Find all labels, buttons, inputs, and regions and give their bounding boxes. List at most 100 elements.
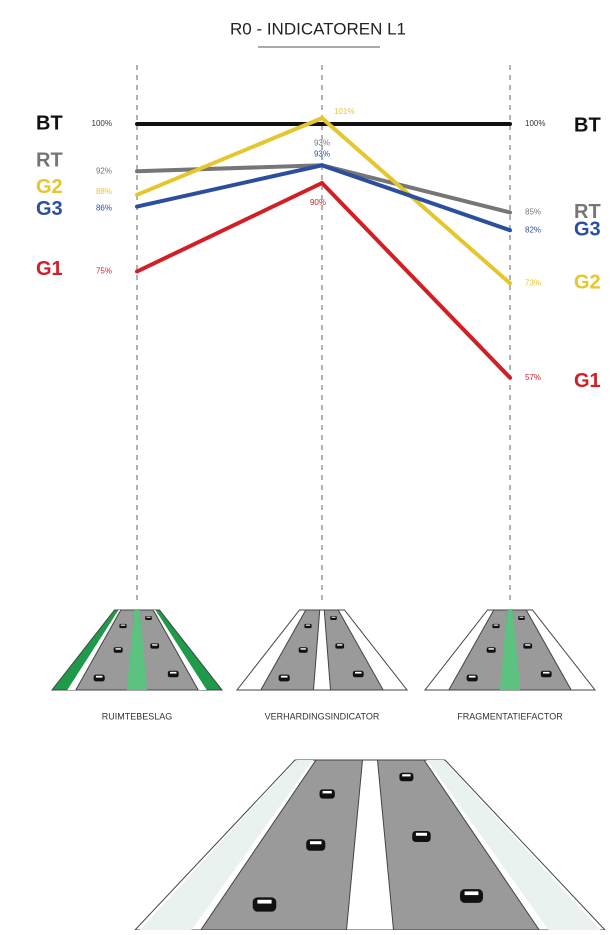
road-part [427, 760, 601, 930]
car-window [170, 671, 177, 674]
car-window [115, 648, 121, 650]
series-name-right: G3 [574, 218, 601, 240]
value-label: 73% [525, 278, 541, 287]
car [460, 889, 483, 903]
car [319, 789, 335, 799]
road-part [259, 609, 321, 691]
road-part [235, 609, 409, 691]
value-label: 90% [310, 198, 326, 207]
car [352, 670, 364, 678]
value-label: 100% [92, 119, 112, 128]
car [540, 670, 552, 678]
road-part [139, 760, 313, 930]
car [492, 623, 500, 629]
series-name-left: RT [36, 149, 63, 171]
car-window [464, 891, 479, 896]
series-name-left: G3 [36, 198, 63, 220]
car-window [331, 616, 336, 618]
value-label: 86% [96, 204, 112, 213]
car [93, 674, 105, 682]
car [412, 830, 431, 843]
car [119, 623, 127, 629]
value-label: 75% [96, 267, 112, 276]
road-illustration [235, 609, 409, 691]
car [523, 643, 533, 649]
car [304, 623, 312, 629]
x-tick-label: VERHARDINGSINDICATOR [265, 711, 380, 721]
data-point [320, 122, 324, 126]
data-point [135, 122, 139, 126]
road-part [499, 610, 521, 690]
car [330, 616, 337, 620]
x-tick-label: FRAGMENTATIEFACTOR [457, 711, 563, 721]
car [278, 674, 290, 682]
road-illustration [423, 609, 597, 691]
data-point [508, 122, 512, 126]
data-point [135, 204, 139, 209]
car-window [488, 648, 494, 650]
car [518, 616, 525, 620]
car-window [146, 616, 151, 618]
value-label: 82% [525, 225, 541, 234]
data-point [320, 163, 324, 168]
data-point [135, 169, 139, 174]
value-label: 93% [314, 138, 330, 147]
road-illustration [133, 759, 607, 931]
data-point [508, 375, 512, 380]
road-illustration [50, 609, 224, 691]
series-name-left: G2 [36, 176, 63, 198]
car [252, 897, 277, 912]
value-label: 88% [96, 187, 112, 196]
data-point [508, 210, 512, 215]
series-name-right: G1 [574, 370, 601, 392]
series-name-left: G1 [36, 258, 63, 280]
car [399, 772, 414, 782]
value-label: 100% [525, 119, 545, 128]
value-label: 93% [314, 149, 330, 158]
data-point [135, 269, 139, 274]
series-name-left: BT [36, 112, 63, 134]
car-window [280, 675, 288, 678]
value-label: 57% [525, 373, 541, 382]
value-label: 92% [96, 166, 112, 175]
road-part [126, 610, 148, 690]
car-window [300, 648, 306, 650]
car-window [305, 624, 311, 626]
chart-title: R0 - INDICATOREN L1 [230, 19, 406, 38]
car-window [525, 644, 531, 646]
car [306, 839, 326, 851]
data-point [508, 228, 512, 233]
car-window [337, 644, 343, 646]
car-window [152, 644, 158, 646]
car [298, 647, 308, 653]
car-window [257, 899, 272, 904]
car [113, 647, 123, 653]
car [145, 616, 152, 620]
car-window [402, 774, 411, 777]
series-name-right: BT [574, 114, 601, 136]
x-tick-label: RUIMTEBESLAG [102, 711, 173, 721]
car-window [95, 675, 103, 678]
value-label: 85% [525, 208, 541, 217]
car-window [355, 671, 362, 674]
car [150, 643, 160, 649]
data-point [320, 181, 324, 185]
car-window [322, 790, 332, 794]
car-window [519, 616, 524, 618]
series-name-right: G2 [574, 272, 601, 294]
car-window [415, 832, 427, 836]
car [335, 643, 345, 649]
data-point [320, 116, 324, 121]
car-window [493, 624, 499, 626]
data-point [135, 192, 139, 197]
road-part [323, 609, 385, 691]
car [167, 670, 179, 678]
car-window [468, 675, 476, 678]
data-point [508, 281, 512, 286]
car-window [543, 671, 550, 674]
car [466, 674, 478, 682]
value-label: 101% [334, 107, 354, 116]
series-name-right: RT [574, 201, 601, 223]
car-window [120, 624, 126, 626]
